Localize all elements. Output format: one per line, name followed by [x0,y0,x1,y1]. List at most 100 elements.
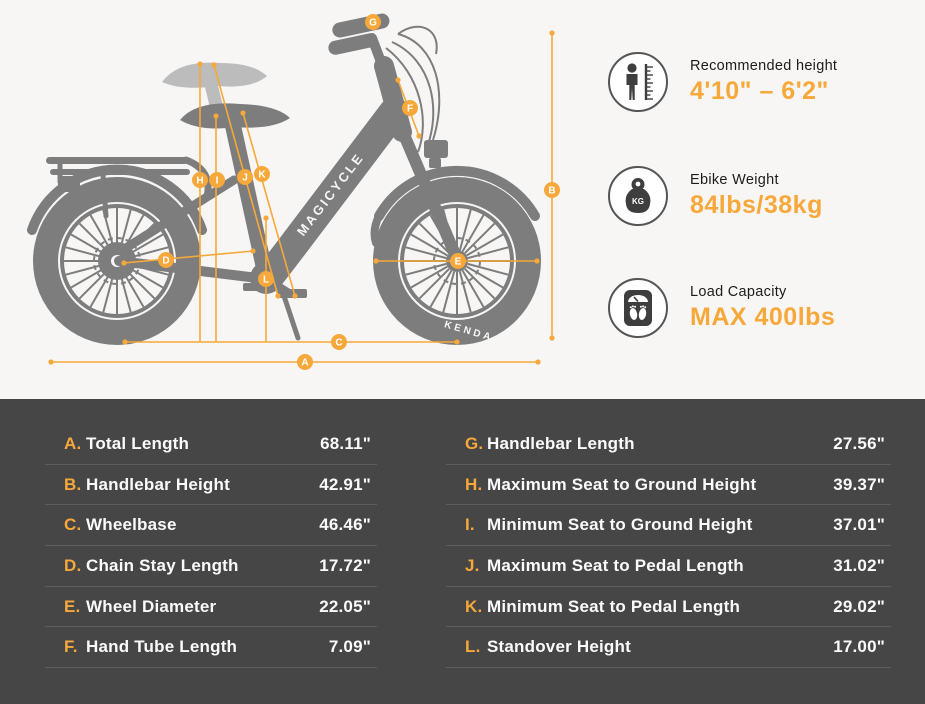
svg-text:J: J [242,173,248,184]
spec-label: Wheel Diameter [86,596,217,616]
spec-letter: E. [64,596,81,616]
bathroom-scale-icon [608,278,668,338]
spec-label: Handlebar Length [487,433,635,453]
svg-text:KG: KG [632,197,644,206]
spec-value: 37.01" [833,515,885,535]
spec-letter: F. [64,637,78,657]
spec-letter: K. [465,596,483,616]
svg-text:B: B [548,186,555,197]
spec-row-min-seat-to-pedal: K. Minimum Seat to Pedal Length 29.02" [446,587,891,628]
marker-h: H [192,172,208,188]
spec-row-handlebar-height: B. Handlebar Height 42.91" [45,465,377,506]
spec-row-standover-height: L. Standover Height 17.00" [446,627,891,669]
spec-row-total-length: A. Total Length 68.11" [45,424,377,465]
svg-text:A: A [301,358,308,369]
spec-label: Handlebar Height [86,474,230,494]
spec-value: 42.91" [319,474,371,494]
spec-label: Total Length [86,433,190,453]
spec-letter: B. [64,474,82,494]
info-card-recommended-height: Recommended height 4'10" – 6'2" [608,52,837,112]
spec-letter: I. [465,515,475,535]
spec-letter: J. [465,555,480,575]
front-mudflap [370,212,383,247]
spec-row-wheelbase: C. Wheelbase 46.46" [45,505,377,547]
spec-value: 46.46" [319,515,371,535]
svg-text:G: G [369,18,377,29]
spec-letter: L. [465,637,481,657]
bike-silhouette: KENDA [27,13,541,345]
svg-text:I: I [216,176,219,187]
spec-value: 39.37" [833,474,885,494]
info-text: Load Capacity MAX 400lbs [690,284,835,332]
svg-text:F: F [407,104,413,115]
spec-letter: C. [64,515,82,535]
spec-label: Hand Tube Length [86,637,238,657]
spec-row-max-seat-to-pedal: J. Maximum Seat to Pedal Length 31.02" [446,546,891,587]
marker-b: B [544,182,560,198]
svg-text:L: L [263,275,269,286]
info-value: 4'10" – 6'2" [690,77,829,105]
spec-label: Wheelbase [86,515,177,535]
info-label: Load Capacity [690,284,787,300]
diagram-section: KENDA [0,0,925,399]
seat [180,103,290,154]
spec-column-left: A. Total Length 68.11" B. Handlebar Heig… [45,424,377,669]
svg-text:D: D [162,256,169,267]
spec-row-hand-tube-length: F. Hand Tube Length 7.09" [45,627,377,669]
spec-value: 17.72" [319,555,371,575]
spec-value: 22.05" [319,596,371,616]
frame-brand-label: MAGICYCLE [294,150,367,239]
marker-l: L [258,271,274,287]
info-value: MAX 400lbs [690,303,836,331]
marker-e: E [450,253,466,269]
marker-j: J [237,169,253,185]
svg-text:K: K [258,170,266,181]
marker-d: D [158,252,174,268]
marker-k: K [254,166,270,182]
info-card-load-capacity: Load Capacity MAX 400lbs [608,278,835,338]
marker-c: C [331,334,347,350]
info-value: 84lbs/38kg [690,191,823,219]
info-card-ebike-weight: KG Ebike Weight 84lbs/38kg [608,166,823,226]
crank-pedals [243,262,307,341]
spec-row-chain-stay-length: D. Chain Stay Length 17.72" [45,546,377,587]
spec-label: Maximum Seat to Pedal Length [487,555,744,575]
front-fender [374,165,540,221]
spec-letter: A. [64,433,82,453]
spec-value: 29.02" [833,596,885,616]
marker-i: I [209,172,225,188]
spec-label: Minimum Seat to Ground Height [487,515,753,535]
spec-table-section: A. Total Length 68.11" B. Handlebar Heig… [0,399,925,704]
marker-g: G [365,14,381,30]
info-panel: Recommended height 4'10" – 6'2" KG Ebike… [608,0,918,399]
kettlebell-kg-icon: KG [608,166,668,226]
marker-f: F [402,100,418,116]
spec-label: Chain Stay Length [86,555,239,575]
svg-text:H: H [196,176,203,187]
info-text: Ebike Weight 84lbs/38kg [690,172,823,220]
headlight [424,140,448,168]
spec-row-min-seat-to-ground: I. Minimum Seat to Ground Height 37.01" [446,505,891,547]
spec-row-wheel-diameter: E. Wheel Diameter 22.05" [45,587,377,628]
spec-value: 27.56" [833,433,885,453]
info-text: Recommended height 4'10" – 6'2" [690,58,837,106]
spec-value: 17.00" [833,637,885,657]
bike-measurement-diagram: KENDA [27,13,560,370]
spec-row-handlebar-length: G. Handlebar Length 27.56" [446,424,891,465]
info-label: Ebike Weight [690,172,779,188]
spec-value: 68.11" [320,433,371,453]
spec-value: 7.09" [328,637,371,657]
spec-label: Maximum Seat to Ground Height [487,474,757,494]
svg-text:C: C [335,338,342,349]
measurement-endpoints [48,30,555,365]
marker-a: A [297,354,313,370]
svg-text:E: E [455,257,462,268]
info-label: Recommended height [690,58,838,74]
measurement-markers: A B C D E F G H I J K L [158,14,560,370]
spec-letter: D. [64,555,82,575]
spec-row-max-seat-to-ground: H. Maximum Seat to Ground Height 39.37" [446,465,891,506]
spec-value: 31.02" [833,555,885,575]
spec-label: Minimum Seat to Pedal Length [487,596,741,616]
spec-letter: H. [465,474,483,494]
spec-label: Standover Height [487,637,631,657]
